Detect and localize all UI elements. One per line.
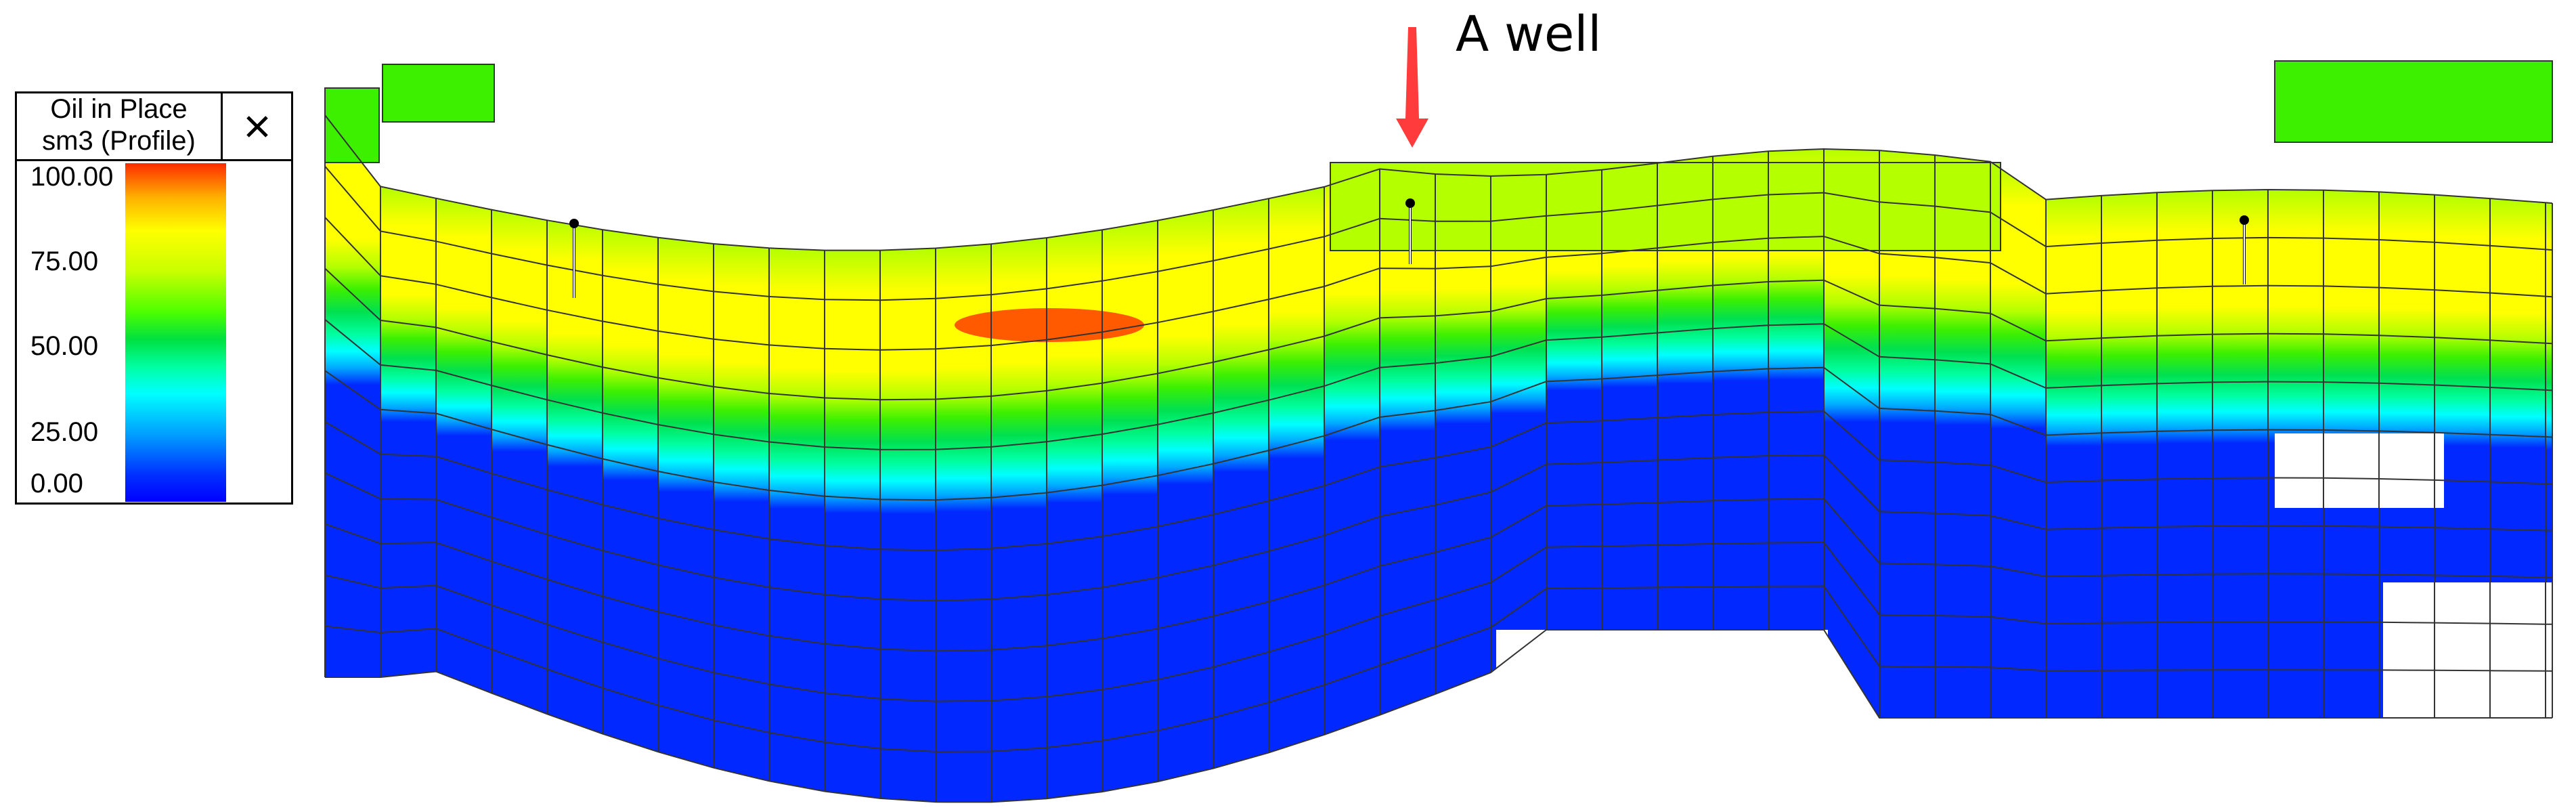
grid-column [325,115,380,677]
well-marker [1405,198,1415,264]
grid-column [936,244,991,803]
grid-column [2101,192,2157,718]
grid-column [2157,190,2212,718]
grid-layer-line [324,585,2553,752]
grid-column [991,238,1047,803]
grid-column [1713,151,1768,630]
raised-block [2274,60,2553,143]
wells [569,198,2249,298]
grid-column [547,220,603,734]
grid-column [1213,198,1269,769]
inactive-cells [2383,582,2559,718]
legend-title-line1: Oil in Place [50,94,188,124]
grid-layer-line [325,629,2552,803]
grid-column [1102,220,1158,792]
grid-column [1158,209,1213,782]
grid-layer-line [324,217,2553,351]
grid-column [380,186,436,677]
raised-block [382,64,495,123]
legend-title: Oil in Place sm3 (Profile) [17,93,223,161]
grid-column [1491,174,1546,673]
grid-column [658,237,714,768]
close-icon [246,115,268,137]
grid-layer-line [324,319,2553,450]
legend-title-line2: sm3 (Profile) [42,126,196,156]
well-annotation-label: A well [1456,5,1602,62]
grid-layer-line [324,268,2553,401]
raised-block [1330,162,2001,251]
grid-column [1657,156,1713,631]
close-button[interactable] [223,93,291,161]
grid-layer-line [324,410,2553,551]
grid-column [880,248,936,803]
grid-column [1768,149,1824,630]
grid-column [825,250,880,798]
grid-column [1879,150,1935,719]
grid-column [1435,173,1491,694]
legend-tick: 50.00 [30,331,99,361]
legend-tick: 25.00 [30,417,99,447]
grid-column [1380,169,1435,715]
legend-tick: 100.00 [30,162,114,192]
grid-column [1047,230,1102,799]
well-marker [569,219,579,298]
grid-layer-line [324,541,2553,702]
grid-layer-line [324,498,2553,652]
grid-column [1935,154,1990,718]
grid-lines [324,114,2553,803]
grid-column [1324,169,1380,735]
grid-column [1546,169,1602,630]
inactive-cells [1496,630,1828,765]
color-legend: Oil in Place sm3 (Profile) 100.00 75.00 … [15,91,293,505]
grid-layer-line [324,114,2553,251]
well-marker [2240,215,2249,284]
legend-tick: 0.00 [30,469,83,498]
grid-column [1269,186,1324,753]
grid-column [1824,149,1879,718]
down-arrow-icon [1396,27,1428,148]
grid-layer-line [324,366,2553,501]
grid-column [2212,190,2268,719]
grid-layer-line [324,454,2553,601]
grid-layer-line [324,165,2553,301]
grid-column [603,230,658,752]
grid-column [436,198,492,693]
grid-blocks [324,60,2559,803]
inactive-cells [2275,433,2444,508]
grid-column [2046,195,2101,718]
grid-column [492,209,547,714]
grid-column [1602,163,1657,630]
legend-tick: 75.00 [30,247,99,276]
grid-column [1990,161,2046,719]
grid-column [714,244,769,782]
high-oil-lens [955,308,1144,342]
grid-column [769,248,825,792]
legend-color-scale [125,163,226,502]
